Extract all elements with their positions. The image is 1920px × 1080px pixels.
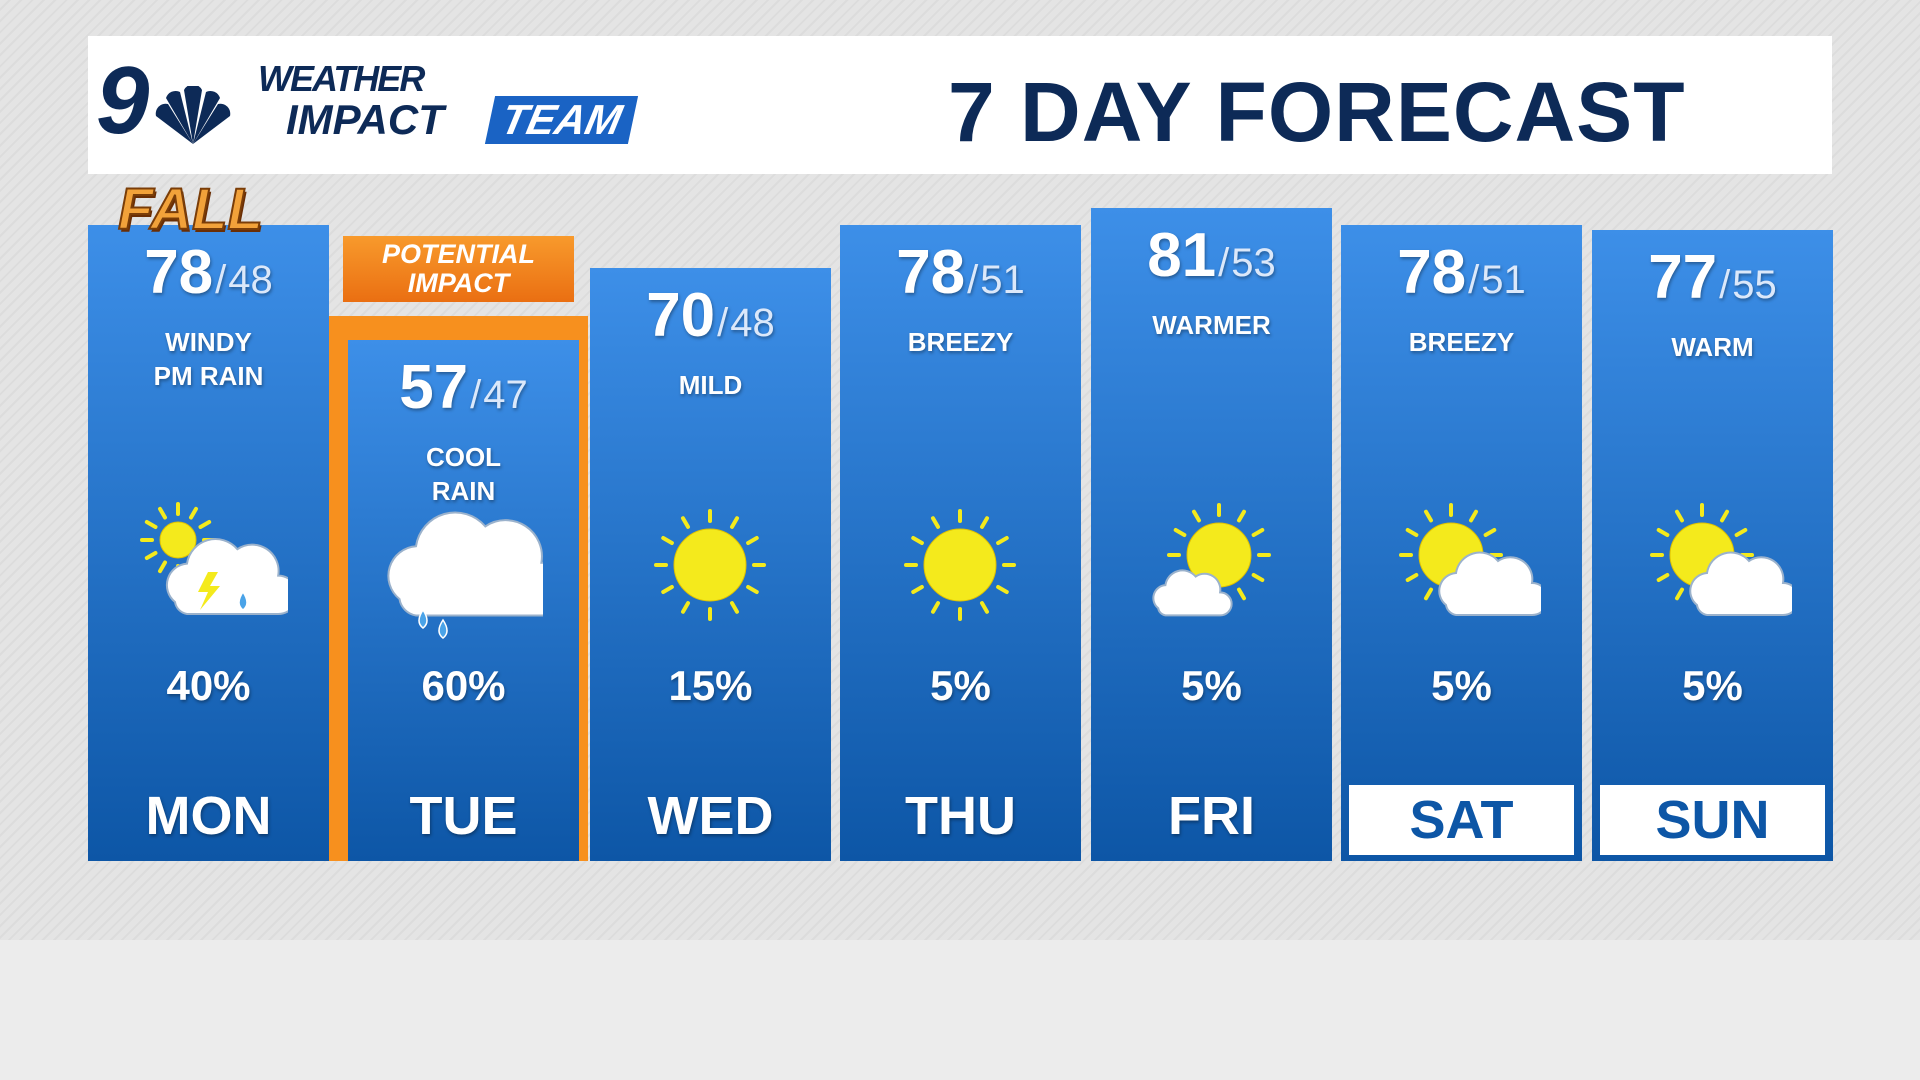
low-temp: 51 [980,258,1025,302]
low-temp: 53 [1231,241,1276,285]
logo-line: TEAM [484,96,639,144]
separator: / [717,301,729,345]
temperatures: 78/51 [840,237,1081,308]
day-column: 81/53 WARMER 5% FRI [1091,208,1332,861]
day-column: 70/48 MILD 15% WED [590,268,831,861]
day-column: 78/51 BREEZY 5% THU [840,225,1081,861]
floor [0,940,1920,1080]
low-temp: 47 [483,373,528,417]
temperatures: 78/51 [1341,237,1582,308]
high-temp: 57 [399,353,469,422]
highlight-banner: POTENTIAL IMPACT [343,236,574,302]
day-label: SUN [1600,785,1825,855]
day-column: 78/48 WINDY PM RAIN 40% MON [88,225,329,861]
title: 7 DAY FORECAST [948,65,1686,159]
condition-line: WARM [1671,332,1754,362]
weather-icon [1152,503,1271,617]
precip-chance: 60% [421,662,506,709]
logo-number: 9 [96,47,149,154]
weather-icon [904,509,1016,621]
condition-line: BREEZY [907,327,1014,357]
weather-icon [654,509,766,621]
separator: / [470,373,482,417]
separator: / [1218,241,1230,285]
condition: WARMER [1091,308,1332,342]
precip-chance: 40% [166,662,251,709]
day-column: 57/47 COOL RAIN 60% TUE [348,340,579,861]
precip-chance: 5% [1181,662,1242,709]
day-label: FRI [1168,786,1255,846]
condition-line: COOL [425,442,502,472]
peacock-logo [155,86,231,144]
condition-line: PM RAIN [153,361,264,391]
low-temp: 48 [228,258,273,302]
weather-icon [1399,503,1541,616]
precip-chance: 5% [1682,662,1743,709]
condition-line: WARMER [1152,310,1271,340]
high-temp: 78 [896,238,966,307]
weather-icon [1650,503,1792,616]
temperatures: 78/48 [88,237,329,308]
condition: BREEZY [1341,325,1582,359]
day-column: 78/51 BREEZY 5% SAT [1341,225,1582,861]
logo-line: IMPACT [286,96,444,143]
day-column: 77/55 WARM 5% SUN [1592,230,1833,861]
day-label: WED [647,786,774,846]
precip-chance: 5% [930,662,991,709]
banner-line: POTENTIAL [382,239,535,269]
logo-line: WEATHER [258,58,425,99]
day-label: THU [905,786,1016,846]
temperatures: 81/53 [1091,220,1332,291]
temperatures: 57/47 [348,352,579,423]
separator: / [1719,263,1731,307]
condition-line: RAIN [431,476,496,506]
high-temp: 78 [1397,238,1467,307]
high-temp: 77 [1648,243,1718,312]
temperatures: 77/55 [1592,242,1833,313]
condition: WARM [1592,330,1833,364]
day-label: MON [145,786,272,846]
condition-line: WINDY [165,327,252,357]
temperatures: 70/48 [590,280,831,351]
condition-line: MILD [678,370,743,400]
low-temp: 55 [1732,263,1777,307]
weather-icon [387,511,543,639]
condition: WINDY PM RAIN [88,325,329,393]
condition-line: BREEZY [1408,327,1515,357]
header: 9 WEATHER IMPACT TEAM 7 DAY FORECAST [88,36,1832,174]
precip-chance: 5% [1431,662,1492,709]
low-temp: 51 [1481,258,1526,302]
condition: MILD [590,368,831,402]
condition: COOL RAIN [348,440,579,508]
fall-badge: FALL [117,176,264,243]
banner-line: IMPACT [407,268,510,298]
precip-chance: 15% [668,662,753,709]
high-temp: 81 [1147,221,1217,290]
separator: / [215,258,227,302]
day-label: TUE [409,786,518,846]
high-temp: 78 [144,238,214,307]
weather-icon [140,502,288,616]
high-temp: 70 [646,281,716,350]
low-temp: 48 [730,301,775,345]
separator: / [967,258,979,302]
separator: / [1468,258,1480,302]
condition: BREEZY [840,325,1081,359]
day-label: SAT [1349,785,1574,855]
